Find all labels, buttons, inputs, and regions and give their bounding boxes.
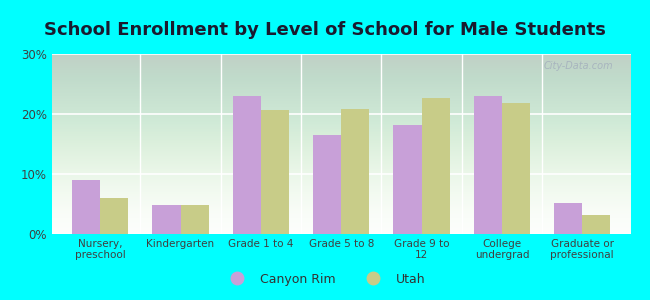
Bar <box>341 109 369 234</box>
Legend: Canyon Rim, Utah: Canyon Rim, Utah <box>220 268 430 291</box>
Bar <box>100 198 128 234</box>
Bar <box>582 215 610 234</box>
Bar <box>261 110 289 234</box>
Bar <box>474 96 502 234</box>
Bar <box>554 203 582 234</box>
Bar <box>422 98 450 234</box>
Bar <box>181 205 209 234</box>
Text: City-Data.com: City-Data.com <box>543 61 613 71</box>
Bar <box>393 125 422 234</box>
Bar <box>502 103 530 234</box>
Bar <box>72 180 100 234</box>
Bar <box>233 96 261 234</box>
Text: School Enrollment by Level of School for Male Students: School Enrollment by Level of School for… <box>44 21 606 39</box>
Bar <box>313 135 341 234</box>
Bar <box>153 205 181 234</box>
